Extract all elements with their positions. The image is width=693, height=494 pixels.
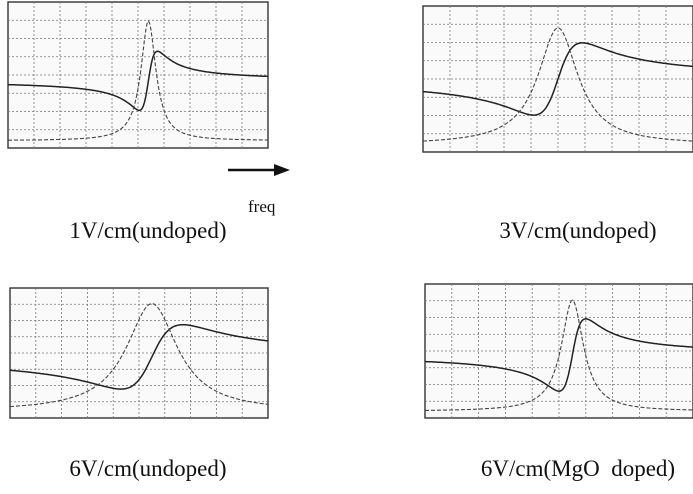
panel-label: 6V/cm(MgO doped) bbox=[481, 456, 675, 481]
panel-label: 3V/cm(undoped) bbox=[499, 218, 656, 243]
panel-label: 6V/cm(undoped) bbox=[69, 456, 226, 481]
freq-label: freq bbox=[248, 197, 276, 216]
panels bbox=[8, 2, 693, 418]
figure: freq 1V/cm(undoped) 3V/cm(undoped) 6V/cm… bbox=[0, 0, 693, 489]
freq-arrowhead bbox=[274, 164, 290, 176]
panel-label: 1V/cm(undoped) bbox=[69, 218, 226, 243]
